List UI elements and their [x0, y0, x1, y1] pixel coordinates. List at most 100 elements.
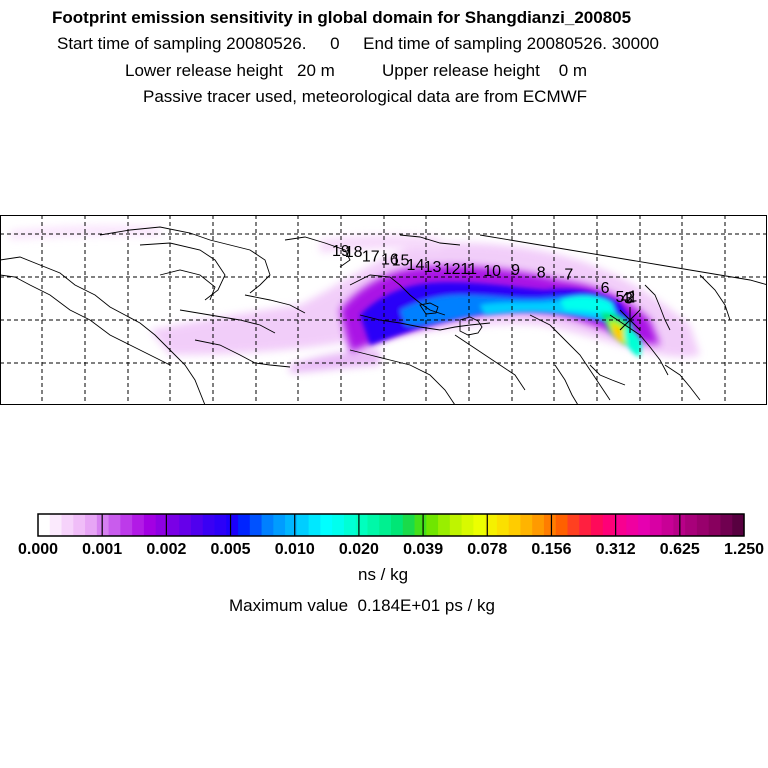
tracer-info: Passive tracer used, meteorological data… — [143, 87, 588, 106]
colorbar-cell — [461, 514, 474, 536]
colorbar-cell — [273, 514, 286, 536]
colorbar-cell — [532, 514, 545, 536]
trajectory-label-17: 17 — [362, 248, 380, 265]
colorbar-cell — [355, 514, 369, 536]
colorbar-tick-label: 0.002 — [146, 541, 186, 558]
colorbar-cell — [508, 514, 522, 536]
trajectory-label-9: 9 — [511, 262, 520, 279]
colorbar-cell — [543, 514, 557, 536]
colorbar: 0.000 0.001 0.002 0.005 0.010 0.020 0.039 0.078… — [18, 513, 764, 558]
colorbar-cell — [485, 514, 498, 536]
coastlines — [0, 226, 767, 405]
release-site-marker — [619, 307, 641, 333]
colorbar-cell — [332, 514, 345, 536]
trajectory-label-1: 1 — [628, 289, 637, 306]
colorbar-cell — [226, 514, 239, 536]
colorbar-cell — [249, 514, 263, 536]
trajectory-label-13: 13 — [424, 259, 442, 276]
colorbar-cell — [214, 514, 227, 536]
colorbar-cell — [73, 514, 86, 536]
colorbar-tick-label: 0.001 — [82, 541, 122, 558]
colorbar-tick-label: 0.010 — [275, 541, 315, 558]
colorbar-cell — [391, 514, 404, 536]
colorbar-major-dividers — [101, 514, 681, 536]
plot-title: Footprint emission sensitivity in global… — [52, 8, 632, 27]
colorbar-cell — [108, 514, 121, 536]
colorbar-frame — [37, 513, 745, 537]
trajectory-label-11: 11 — [460, 261, 477, 278]
colorbar-cell — [38, 514, 51, 536]
colorbar-tick-labels: 0.000 0.001 0.002 0.005 0.010 0.020 0.039 0.078… — [18, 541, 764, 558]
trajectory-label-18: 18 — [345, 244, 363, 261]
colorbar-cell — [308, 514, 321, 536]
colorbar-tick-label: 0.625 — [660, 541, 700, 558]
colorbar-tick-label: 0.078 — [467, 541, 507, 558]
colorbar-cell — [96, 514, 110, 536]
colorbar-cell — [614, 514, 627, 536]
colorbar-cell — [438, 514, 451, 536]
maximum-value: Maximum value 0.184E+01 ps / kg — [229, 596, 495, 615]
colorbar-cell — [732, 514, 745, 536]
colorbar-cell — [685, 514, 698, 536]
colorbar-cell — [367, 514, 380, 536]
sensitivity-field — [10, 224, 700, 373]
colorbar-cell — [49, 514, 63, 536]
colorbar-cell — [61, 514, 74, 536]
map-grid — [0, 215, 767, 405]
colorbar-cell — [85, 514, 98, 536]
colorbar-cell — [320, 514, 333, 536]
trajectory-label-4: 4 — [621, 290, 630, 307]
colorbar-cell — [143, 514, 157, 536]
colorbar-cell — [167, 514, 180, 536]
colorbar-tick-label: 0.020 — [339, 541, 379, 558]
colorbar-cell — [638, 514, 651, 536]
trajectory-label-3: 3 — [624, 291, 633, 308]
colorbar-cell — [579, 514, 592, 536]
trajectory-label-2: 2 — [626, 290, 635, 307]
trajectory-label-6: 6 — [601, 280, 610, 297]
colorbar-cell — [402, 514, 416, 536]
colorbar-cell — [414, 514, 427, 536]
trajectory-label-14: 14 — [407, 257, 425, 274]
colorbar-cell — [190, 514, 204, 536]
trajectory-label-19: 19 — [332, 243, 350, 260]
colorbar-cell — [661, 514, 674, 536]
sampling-time-info: Start time of sampling 20080526. 0 End t… — [57, 34, 659, 53]
trajectory-label-7: 7 — [564, 266, 573, 283]
trajectory-label-16: 16 — [381, 252, 399, 269]
colorbar-cell — [179, 514, 192, 536]
trajectory-label-8: 8 — [537, 264, 546, 281]
colorbar-cell — [261, 514, 274, 536]
colorbar-cell — [379, 514, 392, 536]
colorbar-cell — [296, 514, 310, 536]
colorbar-cell — [626, 514, 639, 536]
colorbar-cell — [120, 514, 133, 536]
trajectory-label-12: 12 — [443, 261, 461, 278]
colorbar-cells — [38, 514, 745, 536]
colorbar-cell — [285, 514, 298, 536]
colorbar-tick-label: 0.039 — [403, 541, 443, 558]
colorbar-cell — [520, 514, 533, 536]
map-frame — [0, 215, 767, 405]
colorbar-cell — [202, 514, 216, 536]
colorbar-unit: ns / kg — [358, 565, 409, 584]
colorbar-cell — [473, 514, 486, 536]
trajectory-label-5: 5 — [616, 289, 625, 306]
colorbar-tick-label: 0.000 — [18, 541, 58, 558]
colorbar-cell — [696, 514, 710, 536]
colorbar-cell — [343, 514, 357, 536]
colorbar-tick-label: 1.250 — [724, 541, 764, 558]
trajectory-label-10: 10 — [483, 263, 501, 280]
release-height-info: Lower release height 20 m Upper release … — [125, 61, 588, 80]
colorbar-cell — [132, 514, 145, 536]
colorbar-cell — [238, 514, 251, 536]
colorbar-cell — [567, 514, 580, 536]
colorbar-cell — [708, 514, 722, 536]
colorbar-cell — [591, 514, 604, 536]
colorbar-cell — [720, 514, 733, 536]
colorbar-cell — [155, 514, 169, 536]
colorbar-tick-label: 0.156 — [531, 541, 571, 558]
trajectory-label-15: 15 — [392, 253, 410, 270]
